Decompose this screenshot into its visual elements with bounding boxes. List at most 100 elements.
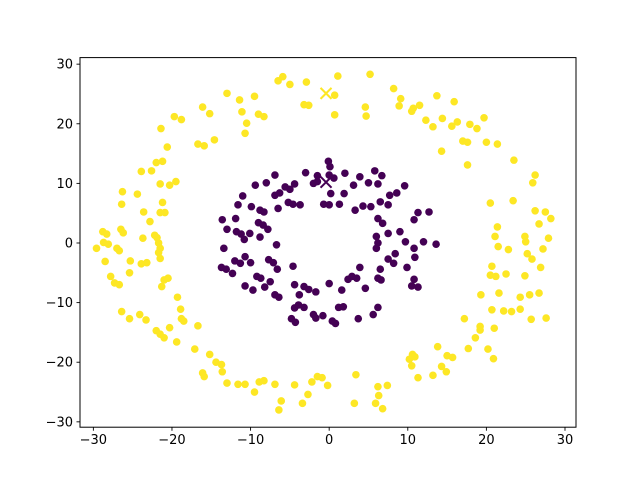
scatter-point <box>274 204 282 213</box>
scatter-point <box>218 215 227 224</box>
scatter-point <box>437 147 446 155</box>
scatter-point <box>179 317 188 325</box>
scatter-point <box>291 318 300 327</box>
scatter-point <box>484 345 492 353</box>
scatter-point <box>234 201 242 209</box>
scatter-point <box>260 112 268 121</box>
scatter-point <box>504 245 513 254</box>
scatter-point <box>275 293 283 302</box>
scatter-point <box>544 234 553 243</box>
scatter-point <box>392 189 401 197</box>
scatter-point <box>106 272 115 281</box>
scatter-point <box>139 234 147 243</box>
scatter-point <box>422 116 430 124</box>
x-tick-label: −20 <box>158 433 185 448</box>
scatter-point <box>335 200 344 209</box>
scatter-point <box>488 262 496 271</box>
y-tick-label: −30 <box>46 415 73 430</box>
scatter-point <box>378 219 387 228</box>
x-tick-label: −10 <box>237 433 264 448</box>
scatter-point <box>389 84 398 93</box>
scatter-point <box>539 245 547 253</box>
scatter-point <box>295 291 304 299</box>
scatter-point <box>125 314 134 323</box>
scatter-point <box>312 288 320 296</box>
scatter-point <box>223 89 231 98</box>
scatter-point <box>352 274 361 282</box>
scatter-point <box>356 263 364 272</box>
scatter-point <box>367 202 375 211</box>
outer-ring-cluster <box>92 70 555 414</box>
scatter-point <box>359 202 367 210</box>
inner-cluster-center <box>319 175 333 189</box>
scatter-point <box>273 265 282 274</box>
scatter-point <box>510 156 518 164</box>
axes-frame <box>79 57 577 428</box>
scatter-point <box>176 305 185 313</box>
scatter-point <box>369 310 377 319</box>
scatter-point <box>488 305 496 314</box>
scatter-point <box>374 180 382 188</box>
scatter-point <box>523 249 532 258</box>
scatter-point <box>337 286 346 294</box>
scatter-point <box>308 378 316 386</box>
scatter-point <box>473 124 481 133</box>
scatter-point <box>438 114 447 123</box>
scatter-point <box>92 244 101 253</box>
y-tick-label: 20 <box>56 117 73 132</box>
scatter-point <box>205 350 214 359</box>
scatter-point <box>137 167 146 176</box>
scatter-point <box>218 367 227 376</box>
scatter-point <box>396 227 404 236</box>
scatter-point <box>489 354 498 363</box>
scatter-point <box>391 249 400 258</box>
scatter-point <box>172 338 181 346</box>
scatter-point <box>154 248 163 257</box>
scatter-point <box>277 397 286 405</box>
scatter-point <box>407 361 416 370</box>
scatter-point <box>525 291 534 299</box>
scatter-point <box>356 173 364 181</box>
scatter-point <box>362 112 370 120</box>
scatter-point <box>464 344 473 353</box>
scatter-point <box>350 399 359 408</box>
scatter-point <box>161 208 169 217</box>
scatter-point <box>442 367 451 376</box>
scatter-point <box>170 112 179 121</box>
scatter-point <box>269 258 278 267</box>
scatter-point <box>542 314 550 322</box>
scatter-point <box>366 70 374 79</box>
scatter-point <box>200 142 208 150</box>
x-tick-label: −30 <box>80 433 107 448</box>
scatter-point <box>448 353 457 362</box>
scatter-point <box>242 119 251 127</box>
scatter-point <box>407 282 416 290</box>
scatter-point <box>507 307 516 316</box>
scatter-point <box>410 275 418 284</box>
scatter-point <box>146 217 154 226</box>
y-tick-label: 30 <box>56 58 73 73</box>
scatter-point <box>156 254 164 263</box>
scatter-point <box>491 232 499 241</box>
scatter-point <box>250 388 259 396</box>
scatter-point <box>313 171 322 180</box>
scatter-point <box>326 162 334 171</box>
scatter-point <box>450 97 458 106</box>
scatter-point <box>251 181 260 189</box>
scatter-point <box>493 140 502 148</box>
scatter-point <box>541 208 550 216</box>
scatter-point <box>490 324 499 333</box>
scatter-point <box>425 208 433 216</box>
scatter-point <box>433 91 441 100</box>
scatter-point <box>241 282 249 290</box>
scatter-point <box>173 293 182 302</box>
scatter-point <box>200 372 208 381</box>
scatter-point <box>135 310 144 319</box>
scatter-point <box>516 305 524 313</box>
scatter-point <box>298 399 307 408</box>
scatter-point <box>117 200 126 209</box>
scatter-point <box>460 314 469 323</box>
scatter-point <box>156 180 164 188</box>
scatter-point <box>378 404 387 413</box>
